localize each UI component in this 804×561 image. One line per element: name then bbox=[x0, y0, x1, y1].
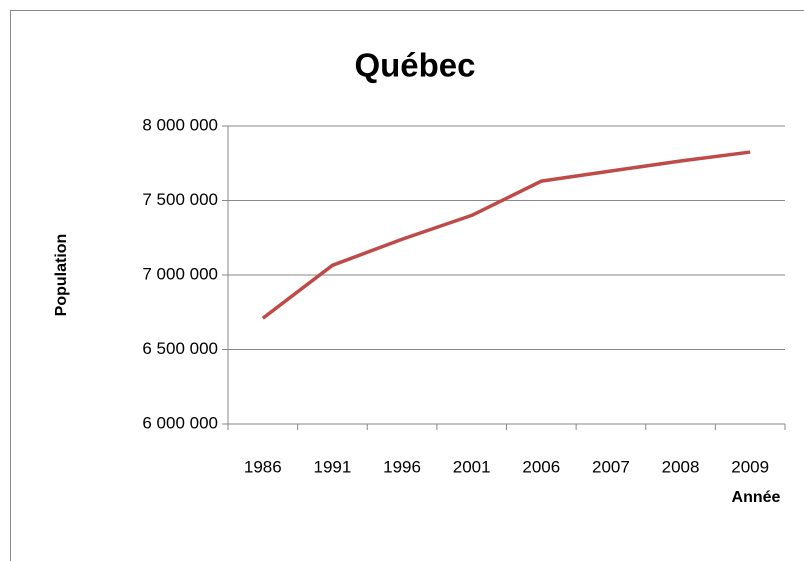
y-tick-label: 8 000 000 bbox=[142, 115, 218, 134]
x-tick-label: 2001 bbox=[453, 457, 491, 476]
y-tick-label: 6 000 000 bbox=[142, 413, 218, 432]
x-axis-label: Année bbox=[732, 489, 781, 506]
x-tick-label: 2008 bbox=[662, 457, 700, 476]
x-tick-label: 1996 bbox=[383, 457, 421, 476]
x-tick-label: 2009 bbox=[731, 457, 769, 476]
y-tick-label: 6 500 000 bbox=[142, 339, 218, 358]
x-tick-label: 2006 bbox=[522, 457, 560, 476]
y-tick-label: 7 500 000 bbox=[142, 190, 218, 209]
x-tick-label: 1991 bbox=[314, 457, 352, 476]
chart-title: Québec bbox=[354, 47, 475, 84]
x-tick-label: 1986 bbox=[244, 457, 282, 476]
chart-frame bbox=[10, 10, 804, 561]
x-tick-label: 2007 bbox=[592, 457, 630, 476]
data-line bbox=[261, 150, 751, 320]
y-tick-label: 7 000 000 bbox=[142, 264, 218, 283]
y-axis-label: Population bbox=[53, 234, 70, 317]
